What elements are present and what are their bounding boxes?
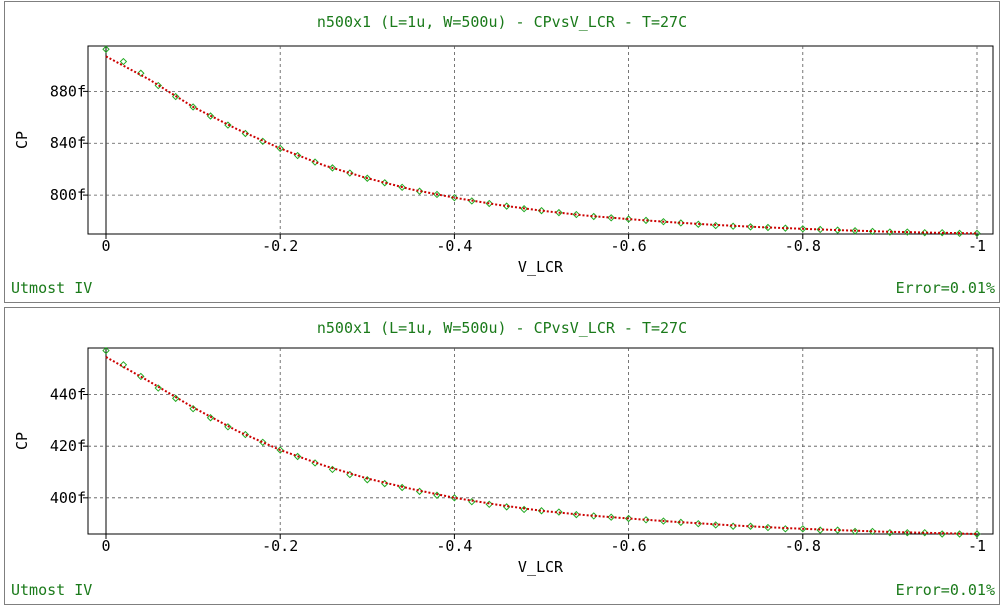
measured-point (555, 508, 563, 516)
measured-point (607, 214, 615, 222)
measured-point (921, 529, 929, 537)
measured-point (137, 69, 145, 77)
x-tick-label: -0.4 (436, 237, 472, 255)
measured-point (764, 523, 772, 532)
measured-point (293, 452, 302, 461)
chart-panel-bottom: n500x1 (L=1u, W=500u) - CPvsV_LCR - T=27… (4, 307, 1000, 605)
chart-title: n500x1 (L=1u, W=500u) - CPvsV_LCR - T=27… (316, 13, 688, 31)
measured-point (433, 190, 441, 199)
measured-point (398, 183, 406, 192)
measured-point (276, 144, 284, 153)
measured-point (851, 527, 859, 536)
measured-point (485, 199, 493, 208)
y-axis-label: CP (13, 432, 31, 450)
x-tick-label: -0.6 (611, 537, 647, 555)
measured-point (363, 174, 372, 182)
footer-error: Error=0.01% (895, 581, 995, 599)
measured-point (903, 529, 912, 537)
measured-point (154, 384, 162, 392)
y-tick-label: 800f (50, 186, 86, 204)
measured-point (607, 513, 615, 521)
measured-point (938, 530, 946, 538)
measured-point (276, 446, 284, 454)
measured-point (189, 405, 197, 413)
x-tick-label: 0 (101, 237, 110, 255)
measured-point (328, 164, 337, 172)
measured-point (119, 57, 128, 66)
x-axis-label: V_LCR (518, 558, 564, 576)
measured-point (171, 394, 180, 403)
measured-point (206, 414, 215, 422)
measured-point (799, 525, 807, 533)
measured-point (102, 45, 110, 53)
measured-point (659, 517, 668, 525)
x-tick-label: -1 (968, 237, 986, 255)
measured-point (171, 92, 180, 101)
y-axis-label: CP (13, 131, 31, 149)
measured-point (520, 505, 528, 514)
chart-panel-top: n500x1 (L=1u, W=500u) - CPvsV_LCR - T=27… (4, 1, 1000, 303)
x-tick-label: -1 (968, 537, 986, 555)
measured-point (955, 229, 964, 238)
chart-title: n500x1 (L=1u, W=500u) - CPvsV_LCR - T=27… (316, 319, 688, 337)
plot-area-top: 0 -0.2 -0.4 -0.6 -0.8 -1 800f 840f 880f V_LCR CP (13, 45, 994, 276)
measured-point (746, 522, 755, 530)
measured-point (328, 465, 337, 474)
measured-point (433, 491, 441, 499)
measured-point (659, 217, 668, 226)
measured-point (764, 223, 772, 232)
x-tick-label: -0.4 (436, 537, 472, 555)
x-tick-label: -0.8 (785, 237, 821, 255)
y-tick-label: 440f (50, 386, 86, 404)
x-tick-label: -0.8 (785, 537, 821, 555)
plot-area-bottom: 0 -0.2 -0.4 -0.6 -0.8 -1 400f 420f 440f V_LCR CP (13, 346, 994, 576)
measured-point (485, 500, 493, 508)
y-tick-label: 880f (50, 82, 86, 100)
measured-point (746, 223, 755, 231)
measured-point (572, 510, 581, 519)
measured-point (468, 498, 476, 506)
footer-tool-name: Utmost IV (11, 581, 93, 599)
measured-point (711, 521, 720, 529)
y-tick-label: 840f (50, 134, 86, 152)
measured-point (955, 530, 964, 538)
x-tick-label: 0 (101, 537, 110, 555)
measured-point (206, 112, 215, 120)
x-axis-label: V_LCR (518, 258, 564, 276)
x-tick-label: -0.2 (262, 537, 298, 555)
measured-point (799, 225, 807, 233)
plot-frame (87, 45, 994, 235)
measured-point (694, 220, 702, 228)
measured-point (137, 372, 145, 381)
x-tick-label: -0.2 (262, 237, 298, 255)
measured-point (711, 221, 720, 230)
footer-error: Error=0.01% (895, 279, 995, 297)
measured-point (189, 103, 197, 111)
simulated-curve (105, 55, 978, 235)
measured-point (224, 423, 232, 431)
measured-point (102, 346, 110, 355)
measured-point (851, 227, 859, 235)
simulated-curve (105, 356, 978, 535)
measured-point (398, 483, 406, 492)
measured-point (572, 210, 581, 219)
x-tick-label: -0.6 (611, 237, 647, 255)
y-tick-label: 400f (50, 489, 86, 507)
y-tick-label: 420f (50, 437, 86, 455)
footer-tool-name: Utmost IV (11, 279, 93, 297)
plot-frame (87, 347, 994, 535)
measured-point (555, 208, 563, 217)
measured-point (520, 205, 528, 213)
measured-point (938, 228, 946, 237)
measured-point (973, 229, 981, 238)
measured-point (468, 197, 476, 205)
measured-point (903, 228, 912, 236)
measured-point (363, 476, 372, 484)
